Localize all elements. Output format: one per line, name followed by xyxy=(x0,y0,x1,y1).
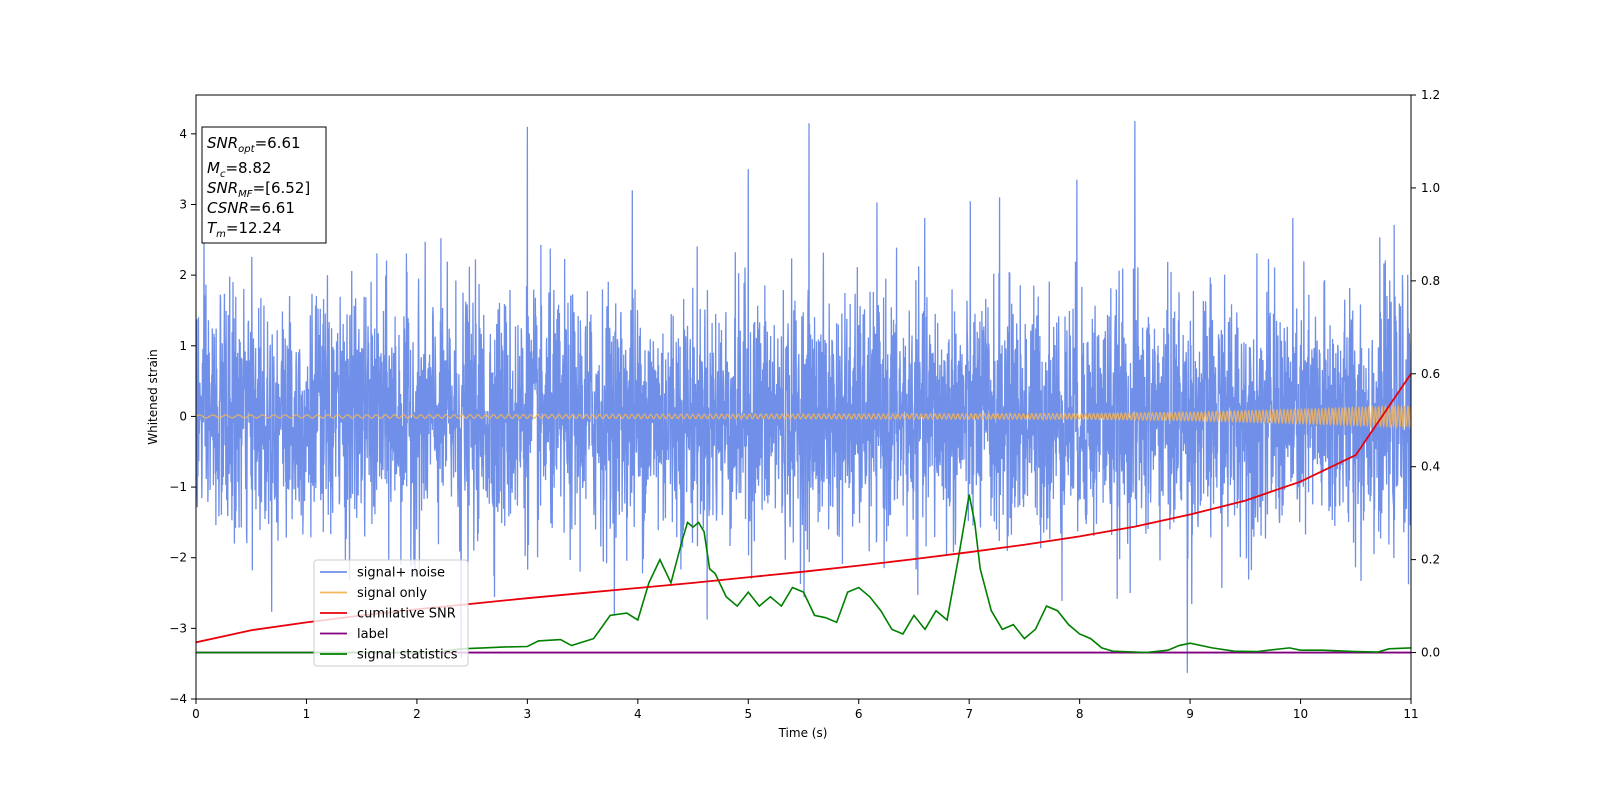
x-tick-label: 5 xyxy=(744,707,752,721)
series-signal-noise-line xyxy=(196,121,1411,673)
y-tick-label: 0 xyxy=(179,409,187,423)
y2-tick-label: 0.4 xyxy=(1421,460,1440,474)
y-tick-label: −2 xyxy=(169,551,187,565)
info-box-line: SNRMF=[6.52] xyxy=(207,179,310,200)
legend-frame xyxy=(313,559,469,667)
x-tick-label: 6 xyxy=(855,707,863,721)
legend-label: label xyxy=(357,627,388,642)
x-axis: 0 1 2 3 4 5 6 7 8 9 10 11 xyxy=(192,699,1419,721)
y-tick-label: 2 xyxy=(179,268,187,282)
y-tick-label: 1 xyxy=(179,339,187,353)
x-tick-label: 9 xyxy=(1186,707,1194,721)
y-tick-label: 4 xyxy=(179,127,187,141)
y-axis-label: Whitened strain xyxy=(146,349,160,445)
series-signal-statistics-line xyxy=(196,494,1411,654)
legend: signal+ noise signal only cumilative SNR la… xyxy=(313,559,469,667)
x-tick-label: 2 xyxy=(413,707,421,721)
y-tick-label: −3 xyxy=(169,621,187,635)
x-tick-label: 8 xyxy=(1076,707,1084,721)
x-tick-label: 10 xyxy=(1293,707,1308,721)
y-axis-left: −4 −3 −2 −1 0 1 2 3 4 xyxy=(169,127,196,706)
x-tick-label: 3 xyxy=(524,707,532,721)
info-box-frame xyxy=(201,126,327,244)
y-axis-right: 0.0 0.2 0.4 0.6 0.8 1.0 1.2 xyxy=(1411,88,1440,660)
y-tick-label: 3 xyxy=(179,197,187,211)
x-tick-label: 0 xyxy=(192,707,200,721)
x-tick-label: 11 xyxy=(1403,707,1418,721)
y2-tick-label: 1.0 xyxy=(1421,181,1440,195)
legend-label: cumilative SNR xyxy=(357,607,456,622)
plot-frame xyxy=(195,94,1412,700)
y-tick-label: −4 xyxy=(169,692,187,706)
y2-tick-label: 0.0 xyxy=(1421,646,1440,660)
info-box-line: Tm=12.24 xyxy=(207,219,281,240)
x-axis-label: Time (s) xyxy=(778,726,828,740)
x-tick-label: 4 xyxy=(634,707,642,721)
legend-label: signal statistics xyxy=(357,648,458,663)
legend-label: signal+ noise xyxy=(357,566,445,581)
y2-tick-label: 0.8 xyxy=(1421,274,1440,288)
x-tick-label: 7 xyxy=(965,707,973,721)
info-box-line: SNRopt=6.61 xyxy=(207,134,301,155)
y2-tick-label: 0.2 xyxy=(1421,553,1440,567)
x-tick-label: 1 xyxy=(303,707,311,721)
series-signal-only-line xyxy=(196,403,1411,430)
legend-label: signal only xyxy=(357,586,427,601)
y2-tick-label: 0.6 xyxy=(1421,367,1440,381)
y-tick-label: −1 xyxy=(169,480,187,494)
info-box-line: CSNR=6.61 xyxy=(207,199,295,217)
y2-tick-label: 1.2 xyxy=(1421,88,1440,102)
info-box-line: Mc=8.82 xyxy=(207,159,271,180)
